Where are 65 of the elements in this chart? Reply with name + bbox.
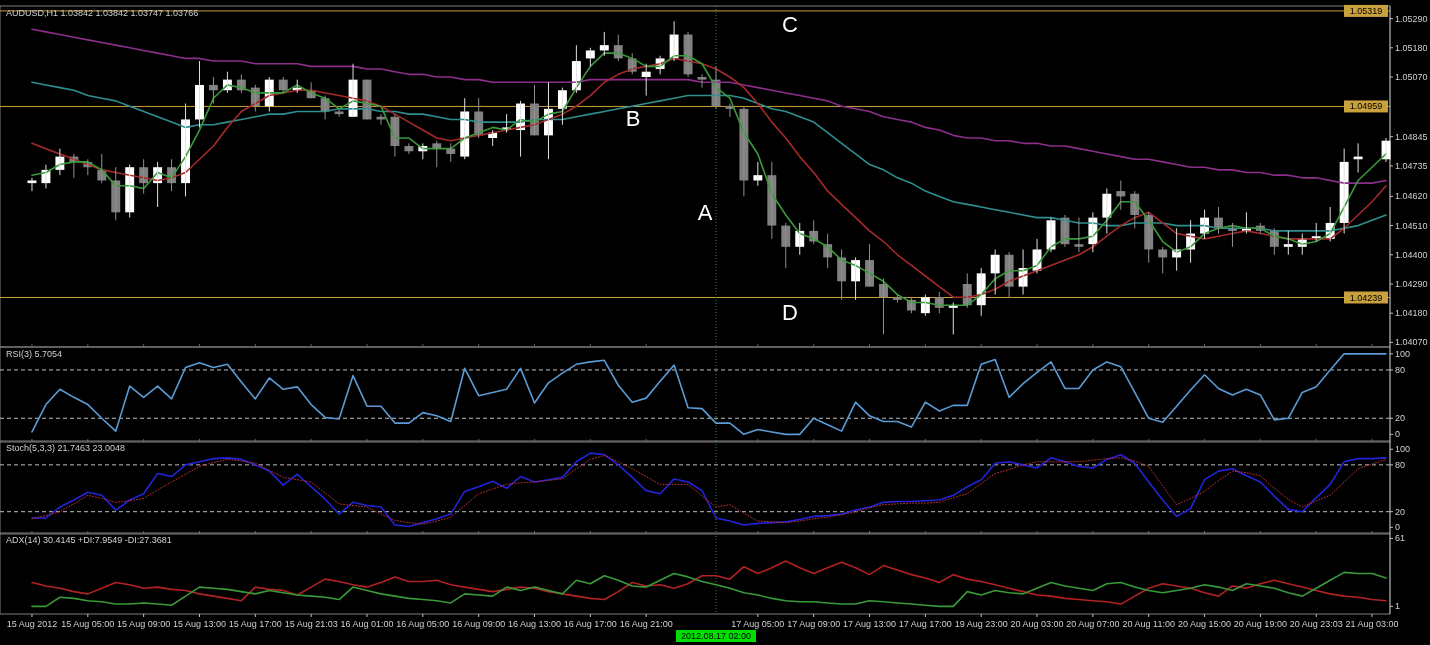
x-tick-label: 21 Aug 03:00 xyxy=(1345,619,1399,629)
y-tick-label: 100 xyxy=(1395,444,1411,455)
ref-line-label: 1.04959 xyxy=(1349,101,1383,112)
line-series xyxy=(31,571,1387,608)
line-series xyxy=(31,353,1387,436)
candlestick xyxy=(892,294,902,304)
x-tick-label: 2012.08.17 02:00 xyxy=(680,631,752,641)
x-tick-label: 15 Aug 09:00 xyxy=(117,619,171,629)
candlestick xyxy=(585,47,595,67)
x-tick-label: 15 Aug 13:00 xyxy=(172,619,227,629)
x-tick-label: 20 Aug 19:00 xyxy=(1233,619,1287,629)
y-tick-label: 1.04735 xyxy=(1395,160,1428,171)
x-tick-label: 16 Aug 05:00 xyxy=(396,619,450,629)
x-tick-label: 16 Aug 09:00 xyxy=(452,619,506,629)
y-tick-label: 1.04845 xyxy=(1395,131,1428,142)
y-tick-label: 1.04400 xyxy=(1395,249,1428,260)
y-tick-label: 1.04070 xyxy=(1395,337,1428,348)
y-tick-label: 20 xyxy=(1395,506,1406,517)
x-tick-label: 20 Aug 07:00 xyxy=(1066,619,1120,629)
x-tick-label: 16 Aug 21:00 xyxy=(619,619,673,629)
annotation: C xyxy=(782,11,799,37)
chart-title: Stoch(5,3,3) 21.7463 23.0048 xyxy=(6,443,126,453)
x-tick-label: 17 Aug 13:00 xyxy=(843,619,897,629)
annotation: A xyxy=(697,199,713,225)
annotation: D xyxy=(782,299,798,325)
y-tick-label: 1.04620 xyxy=(1395,191,1428,202)
x-tick-label: 15 Aug 2012 xyxy=(6,619,58,629)
y-tick-label: 1.04510 xyxy=(1395,220,1428,231)
y-tick-label: 80 xyxy=(1395,459,1406,470)
x-tick-label: 20 Aug 15:00 xyxy=(1178,619,1232,629)
y-tick-label: 61 xyxy=(1395,533,1406,544)
y-tick-label: 1.05180 xyxy=(1395,42,1428,53)
x-tick-label: 20 Aug 23:03 xyxy=(1289,619,1343,629)
x-tick-label: 15 Aug 05:00 xyxy=(61,619,115,629)
annotation: B xyxy=(625,105,641,131)
y-tick-label: 1.05290 xyxy=(1395,13,1428,24)
x-tick-label: 19 Aug 23:00 xyxy=(954,619,1008,629)
y-tick-label: 1.04180 xyxy=(1395,308,1428,319)
x-tick-label: 16 Aug 01:00 xyxy=(340,619,394,629)
y-tick-label: 80 xyxy=(1395,364,1406,375)
x-tick-label: 20 Aug 11:00 xyxy=(1122,619,1175,629)
y-tick-label: 1.05070 xyxy=(1395,71,1428,82)
chart-title: AUDUSD,H1 1.03842 1.03842 1.03747 1.03766 xyxy=(6,8,199,18)
y-tick-label: 0 xyxy=(1395,522,1401,533)
y-tick-label: 1.04290 xyxy=(1395,278,1428,289)
y-tick-label: 100 xyxy=(1395,348,1411,359)
candlestick xyxy=(1158,246,1168,274)
y-tick-label: 20 xyxy=(1395,413,1406,424)
x-tick-label: 15 Aug 17:00 xyxy=(228,619,282,629)
ref-line-label: 1.05319 xyxy=(1349,5,1383,16)
candlestick xyxy=(362,79,372,120)
x-tick-label: 17 Aug 05:00 xyxy=(731,619,785,629)
x-tick-label: 16 Aug 13:00 xyxy=(507,619,562,629)
ref-line-label: 1.04239 xyxy=(1349,292,1383,303)
x-tick-label: 15 Aug 21:03 xyxy=(284,619,338,629)
chart-title: RSI(3) 5.7054 xyxy=(6,349,63,359)
x-tick-label: 17 Aug 17:00 xyxy=(898,619,952,629)
y-tick-label: 1 xyxy=(1395,601,1401,612)
candlestick xyxy=(1283,230,1293,256)
x-tick-label: 20 Aug 03:00 xyxy=(1010,619,1064,629)
chart-title: ADX(14) 30.4145 +DI:7.9549 -DI:27.3681 xyxy=(6,535,172,545)
x-tick-label: 16 Aug 17:00 xyxy=(563,619,617,629)
x-tick-label: 17 Aug 09:00 xyxy=(787,619,841,629)
line-series xyxy=(31,560,1387,605)
y-tick-label: 0 xyxy=(1395,429,1401,440)
